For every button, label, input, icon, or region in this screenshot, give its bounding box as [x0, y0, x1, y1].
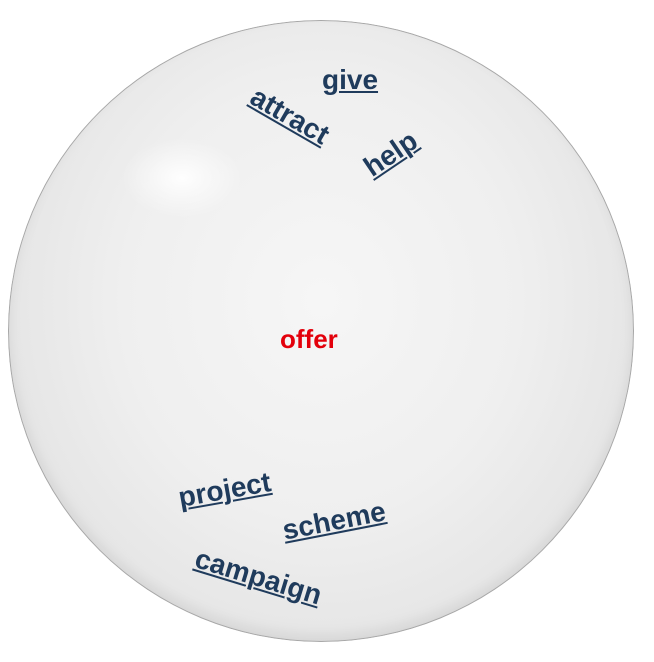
center-word-offer: offer	[280, 324, 338, 354]
word-sphere	[8, 20, 634, 642]
word-give[interactable]: give	[322, 64, 379, 95]
